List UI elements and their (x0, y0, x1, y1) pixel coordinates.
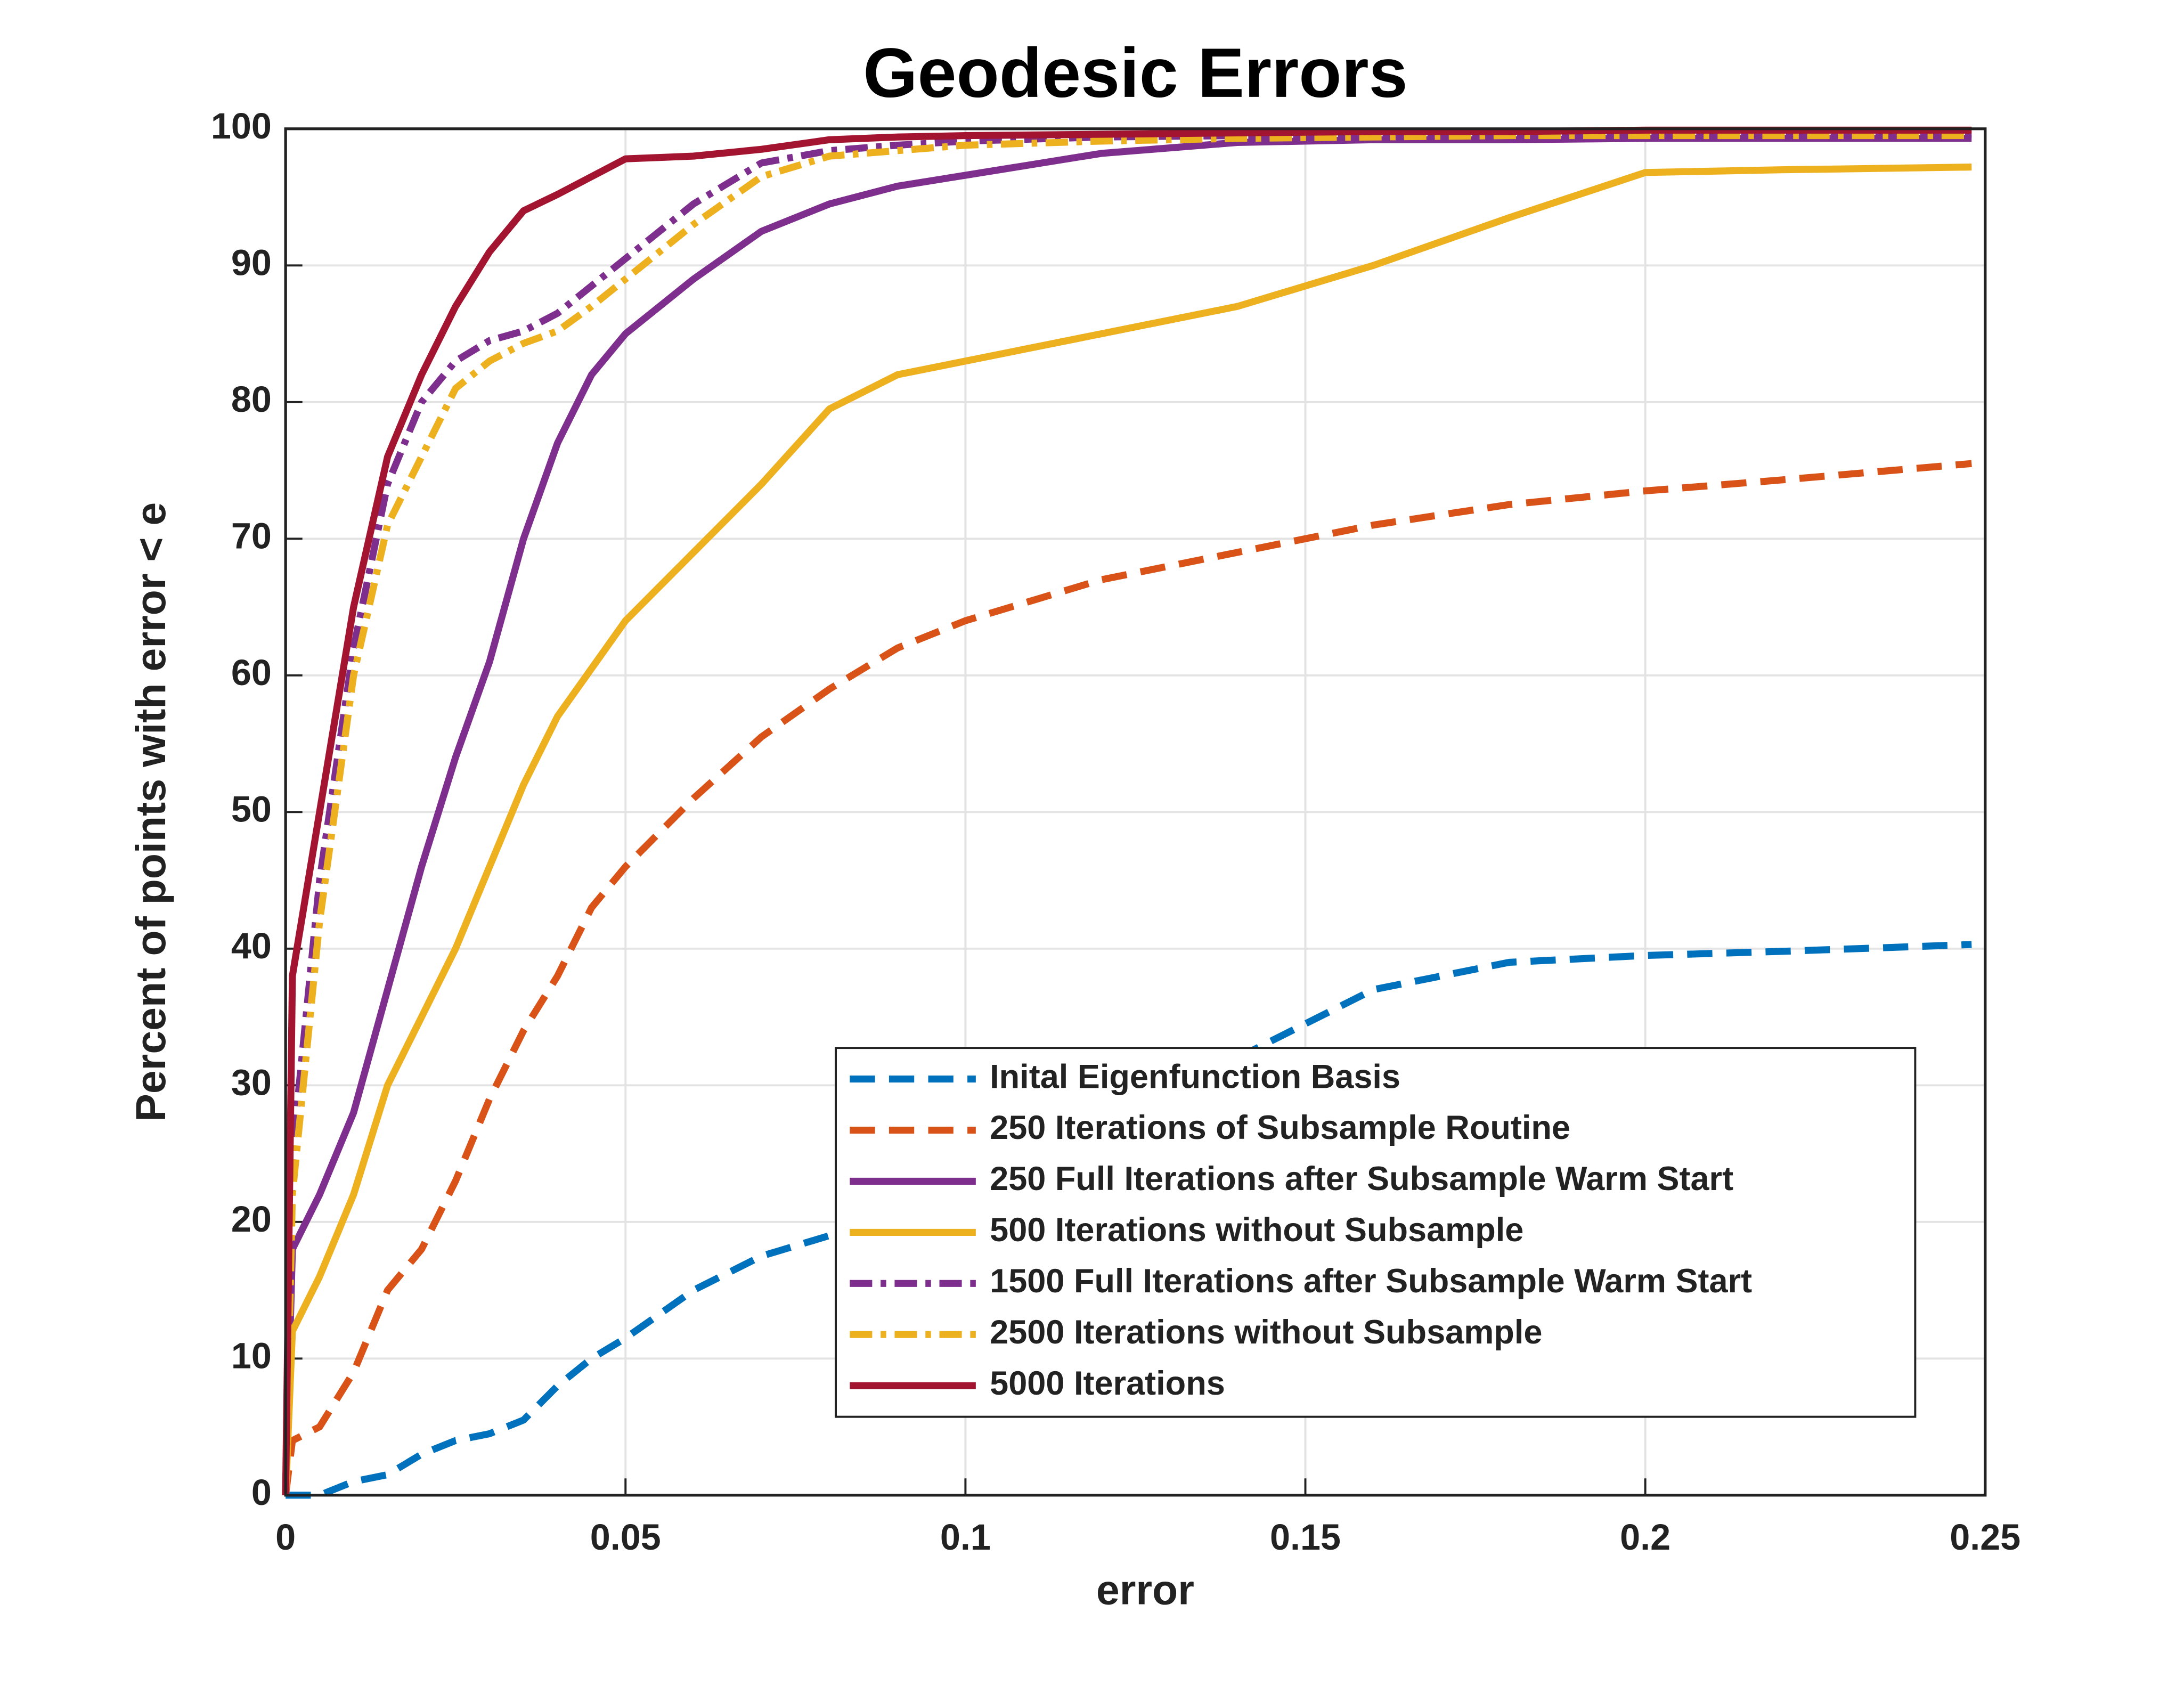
y-tick-label: 30 (231, 1062, 272, 1103)
legend-label: 250 Iterations of Subsample Routine (990, 1109, 1570, 1146)
legend-box (835, 1047, 1917, 1418)
y-tick-label: 50 (231, 789, 272, 829)
x-axis-label: error (1096, 1567, 1194, 1614)
series-line (282, 132, 1972, 1495)
legend-label: 1500 Full Iterations after Subsample War… (990, 1263, 1752, 1300)
y-tick-label: 40 (231, 926, 272, 966)
legend-label: 5000 Iterations (990, 1365, 1225, 1402)
y-tick-label: 90 (231, 242, 272, 283)
legend-label: Inital Eigenfunction Basis (990, 1058, 1400, 1095)
y-tick-label: 20 (231, 1199, 272, 1240)
y-tick-label: 10 (231, 1335, 272, 1376)
series-line (282, 135, 1972, 1495)
x-tick-label: 0.2 (1620, 1517, 1670, 1558)
y-tick-label: 60 (231, 653, 272, 693)
y-tick-label: 100 (211, 106, 272, 146)
plot-frame (284, 127, 1987, 1497)
legend-label: 250 Full Iterations after Subsample Warm… (990, 1160, 1733, 1198)
legend-label: 2500 Iterations without Subsample (990, 1314, 1542, 1351)
chart-title: Geodesic Errors (863, 34, 1407, 112)
y-tick-label: 0 (251, 1472, 272, 1513)
series-line (286, 941, 1972, 1499)
y-tick-label: 80 (231, 379, 272, 420)
x-tick-label: 0.25 (1950, 1517, 2020, 1558)
legend: Inital Eigenfunction Basis 250 Iterations… (835, 1047, 1917, 1418)
series-line (282, 164, 1972, 1496)
y-axis-label: Percent of points with error < e (127, 502, 174, 1122)
series-line (282, 131, 1972, 1495)
x-tick-label: 0.1 (940, 1517, 991, 1558)
x-tick-label: 0 (275, 1517, 296, 1558)
y-tick-label: 70 (231, 516, 272, 556)
series-line (282, 126, 1972, 1495)
x-tick-label: 0.15 (1270, 1517, 1341, 1558)
legend-label: 500 Iterations without Subsample (990, 1211, 1523, 1249)
x-tick-label: 0.05 (590, 1517, 661, 1558)
